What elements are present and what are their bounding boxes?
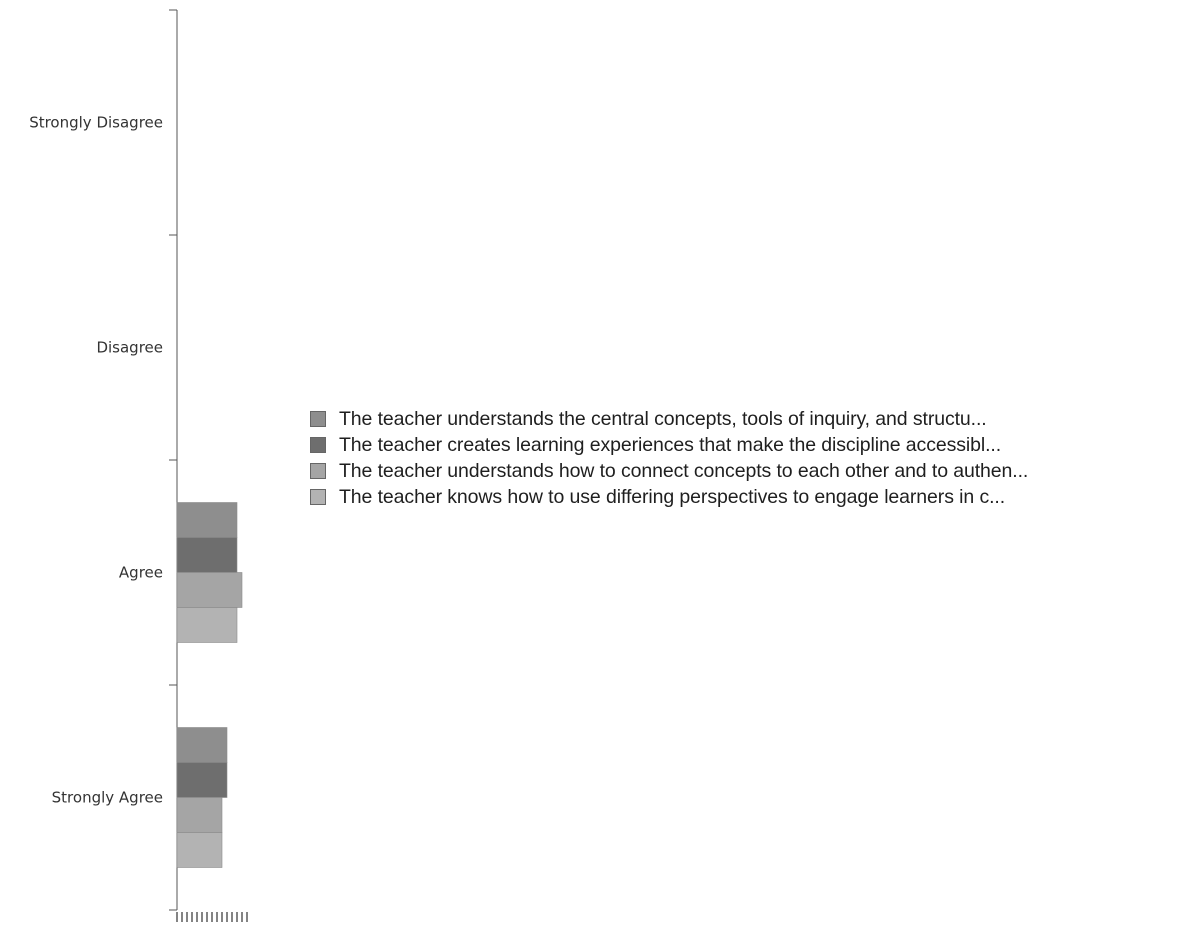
- bar: [176, 832, 223, 868]
- legend-item: The teacher knows how to use differing p…: [310, 484, 1028, 510]
- category-label: Disagree: [96, 339, 163, 357]
- legend-label: The teacher creates learning experiences…: [339, 433, 1002, 456]
- legend-label: The teacher understands how to connect c…: [339, 459, 1029, 482]
- bar: [176, 797, 223, 833]
- legend-label: The teacher knows how to use differing p…: [339, 485, 1006, 508]
- category-label: Strongly Agree: [52, 789, 163, 807]
- legend-label: The teacher understands the central conc…: [339, 407, 987, 430]
- category-label: Strongly Disagree: [29, 114, 163, 132]
- category-label: Agree: [119, 564, 163, 582]
- bar: [176, 727, 228, 763]
- chart-legend: The teacher understands the central conc…: [310, 406, 1028, 510]
- legend-swatch: [310, 437, 326, 453]
- bar: [176, 572, 243, 608]
- legend-item: The teacher creates learning experiences…: [310, 432, 1028, 458]
- legend-item: The teacher understands the central conc…: [310, 406, 1028, 432]
- value-axis-ticks: [176, 912, 248, 922]
- bars: [176, 502, 243, 868]
- legend-swatch: [310, 489, 326, 505]
- bar: [176, 607, 238, 643]
- category-labels: Strongly Disagree Disagree Agree Strongly A…: [29, 114, 163, 807]
- legend-item: The teacher understands how to connect c…: [310, 458, 1028, 484]
- bar: [176, 537, 238, 573]
- bar: [176, 502, 238, 538]
- category-axis: [169, 9, 178, 911]
- legend-swatch: [310, 411, 326, 427]
- bar: [176, 762, 228, 798]
- legend-swatch: [310, 463, 326, 479]
